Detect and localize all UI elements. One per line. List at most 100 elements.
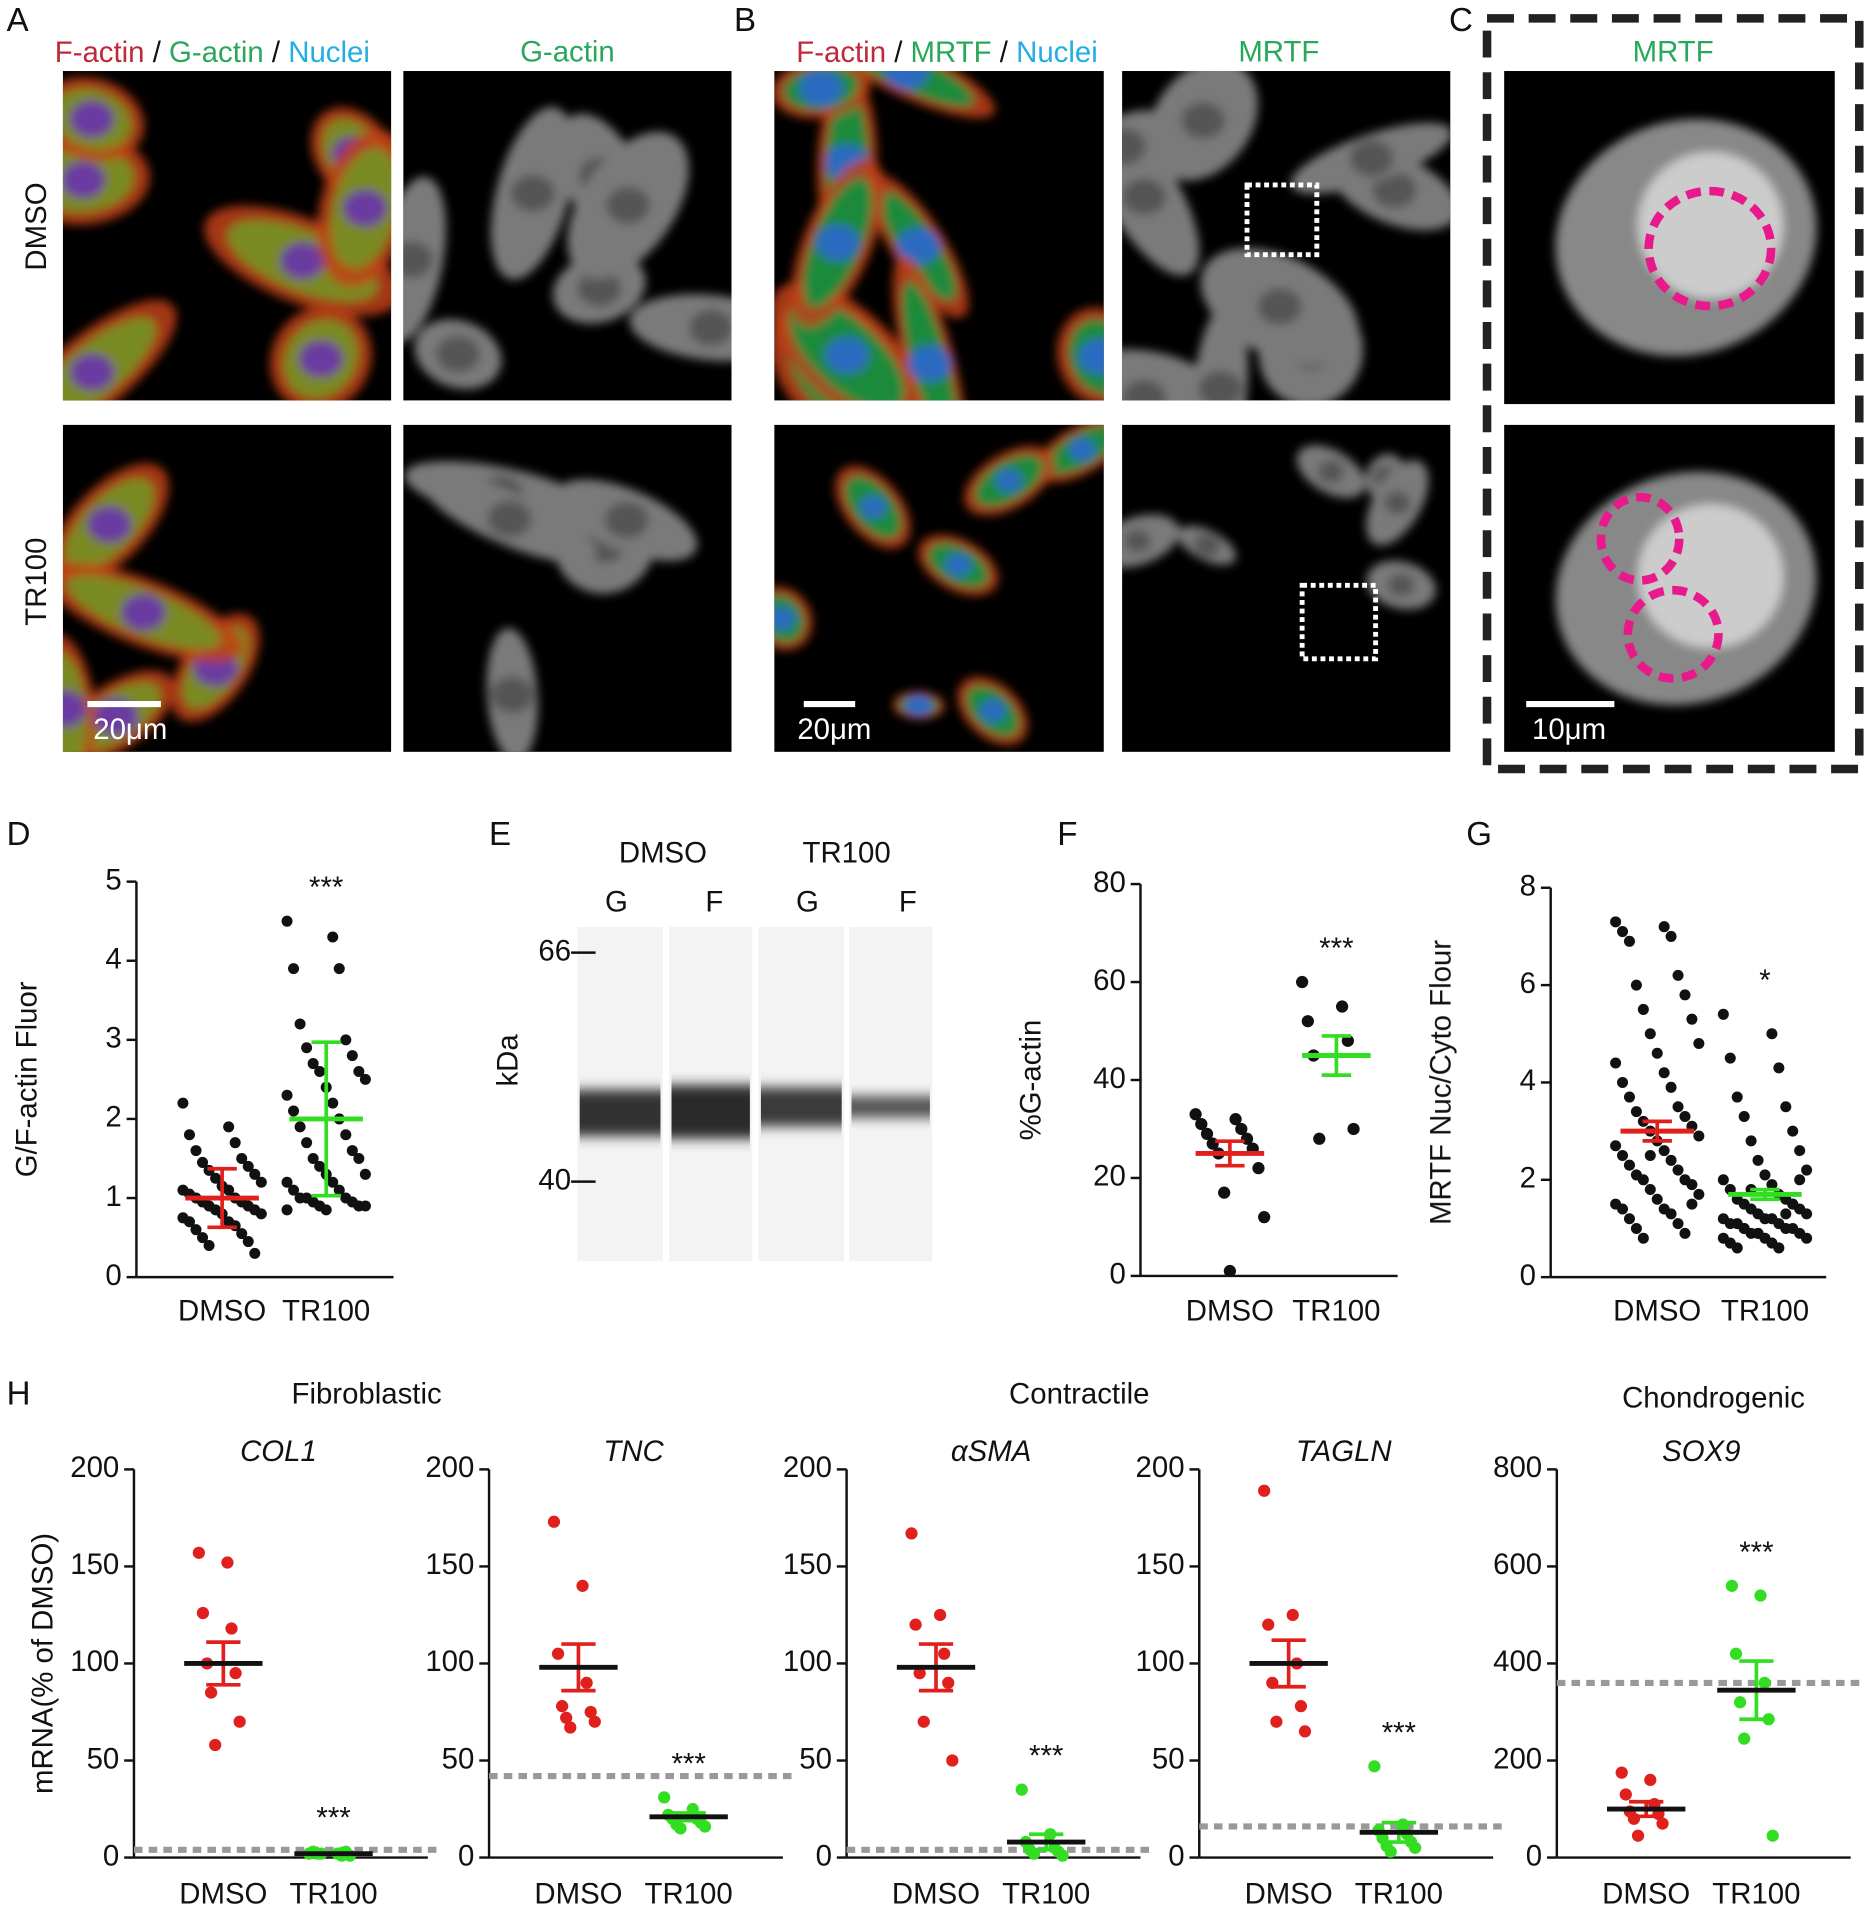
y-tick-label: 150 [425, 1548, 474, 1581]
nucleus [1383, 491, 1411, 515]
dot [204, 1686, 218, 1699]
y-tick-label: 400 [1493, 1645, 1542, 1678]
gel: DMSO TR100 G F G F 66 40 kDa [492, 836, 933, 1262]
dot [229, 1137, 241, 1149]
dot [917, 1715, 930, 1728]
dot [576, 1579, 589, 1592]
significance: * [1759, 964, 1770, 997]
nucleus [510, 174, 555, 212]
cell [1637, 504, 1784, 649]
nucleus [1078, 338, 1104, 375]
marker-label: 40 [538, 1163, 571, 1196]
dot [177, 1097, 189, 1109]
dot [1296, 975, 1309, 989]
dot [1745, 1135, 1757, 1147]
dot [1780, 1101, 1792, 1113]
cells [403, 106, 732, 390]
dot [1644, 1184, 1656, 1196]
dot [1672, 1164, 1684, 1176]
image-header: F-actin / G-actin / Nuclei [55, 36, 370, 69]
dot [1665, 930, 1677, 942]
y-tick-label: 3 [105, 1022, 121, 1055]
y-tick-label: 2 [105, 1101, 121, 1134]
cell-blur [404, 461, 698, 752]
significance: *** [1739, 1536, 1773, 1569]
nucleus [1181, 102, 1226, 139]
nucleus [280, 242, 325, 280]
dot [1610, 916, 1622, 928]
dot [1758, 1676, 1771, 1689]
cells [774, 71, 1104, 401]
dot [196, 1606, 210, 1620]
dot [1725, 1579, 1739, 1592]
y-tick-label: 1 [105, 1180, 121, 1213]
dot [556, 1700, 569, 1713]
x-tick-label: TR100 [1002, 1877, 1090, 1910]
nucleus [70, 353, 115, 391]
dot [1617, 1076, 1629, 1088]
dot [1301, 1015, 1314, 1028]
panel-letter: A [7, 2, 29, 39]
y-tick-label: 0 [103, 1839, 119, 1872]
y-tick-label: 200 [783, 1451, 832, 1484]
y-tick-label: 0 [458, 1839, 474, 1872]
dot [1693, 1130, 1705, 1142]
label: / [272, 36, 281, 69]
label: / [894, 36, 903, 69]
dot [1623, 935, 1635, 947]
dot [1286, 1608, 1299, 1622]
label: MRTF [911, 36, 992, 69]
dot [1731, 1242, 1743, 1254]
dot [233, 1715, 246, 1728]
cell-blur [403, 106, 732, 390]
dot [353, 1065, 365, 1077]
marker-label: 66 [538, 934, 571, 967]
dot [183, 1216, 195, 1228]
dot [1644, 1028, 1656, 1040]
dot [1617, 926, 1629, 938]
y-tick-label: 150 [783, 1548, 832, 1581]
dot [1738, 1732, 1751, 1745]
chart-title: αSMA [951, 1435, 1031, 1468]
dot [1731, 1091, 1743, 1103]
dot [1658, 921, 1670, 933]
dot [1686, 1198, 1698, 1210]
chart-title: COL1 [240, 1435, 317, 1468]
dot [1617, 1149, 1629, 1161]
nucleus [69, 100, 114, 138]
gel-unit: kDa [492, 1034, 525, 1087]
y-tick-label: 200 [70, 1451, 119, 1484]
dot [197, 1232, 209, 1244]
panel-letter: G [1466, 816, 1492, 853]
scale-bar-label: 20μm [797, 713, 871, 746]
y-tick-label: 100 [70, 1645, 119, 1678]
y-tick-label: 8 [1520, 870, 1536, 903]
dot [1780, 1208, 1792, 1220]
dot [236, 1152, 248, 1164]
dot [1656, 1817, 1669, 1830]
significance: *** [309, 871, 343, 904]
nucleus [1257, 288, 1302, 325]
dot [242, 1160, 254, 1172]
dot [1623, 1213, 1635, 1225]
nucleus [688, 309, 732, 347]
nucleus [774, 606, 796, 631]
y-tick-label: 0 [1520, 1259, 1536, 1292]
dot [909, 1618, 922, 1631]
dot [1738, 1111, 1750, 1123]
nucleus [884, 71, 929, 90]
dot [584, 1705, 597, 1719]
dot [1738, 1222, 1750, 1234]
dot [1615, 1766, 1628, 1779]
label: / [153, 36, 162, 69]
dot [1347, 1122, 1360, 1136]
cell [1637, 152, 1784, 299]
dot [658, 1791, 671, 1804]
dot [209, 1738, 222, 1752]
nucleus [1387, 573, 1415, 597]
dot [210, 1172, 222, 1184]
label: Nuclei [1016, 36, 1098, 69]
y-tick-label: 20 [1093, 1160, 1126, 1193]
dot [1637, 1232, 1649, 1244]
